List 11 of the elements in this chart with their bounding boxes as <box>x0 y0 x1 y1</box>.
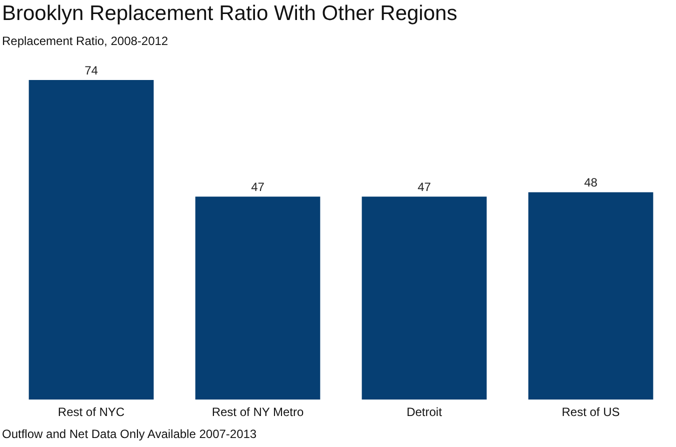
chart-subtitle: Replacement Ratio, 2008-2012 <box>2 34 168 48</box>
x-tick-label: Rest of NY Metro <box>212 405 304 420</box>
x-tick-label: Detroit <box>406 405 443 420</box>
data-label: 47 <box>251 180 265 194</box>
data-label: 47 <box>418 180 432 194</box>
data-label: 74 <box>84 63 98 78</box>
x-tick-label: Rest of NYC <box>58 405 125 420</box>
chart-title: Brooklyn Replacement Ratio With Other Regions <box>2 2 458 26</box>
data-label: 48 <box>584 176 598 190</box>
x-tick-label: Rest of US <box>562 405 620 420</box>
text: Outflow and Net Data Only Available 2007-2013 <box>2 427 257 441</box>
